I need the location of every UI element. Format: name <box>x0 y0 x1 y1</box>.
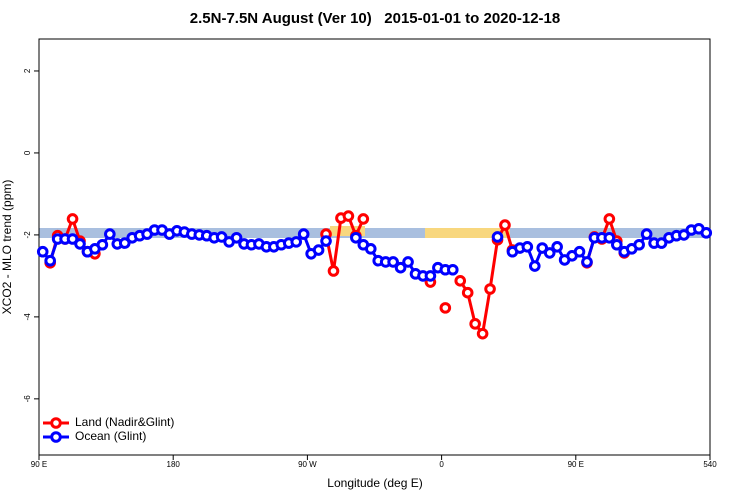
legend-label: Land (Nadir&Glint) <box>75 415 174 429</box>
y-axis-label: XCO2 - MLO trend (ppm) <box>0 180 14 315</box>
y-tick-label: 2 <box>23 68 32 73</box>
data-point <box>678 229 690 241</box>
y-tick-label: -2 <box>23 231 32 239</box>
y-tick-label: 0 <box>23 150 32 155</box>
data-point <box>387 256 399 268</box>
background-band <box>39 226 710 238</box>
band-patch <box>425 228 510 238</box>
data-point <box>476 327 489 340</box>
data-point <box>342 210 355 222</box>
data-point <box>611 238 623 251</box>
data-point <box>320 235 332 247</box>
data-point <box>290 236 303 248</box>
y-tick-label: -6 <box>23 395 32 403</box>
data-point <box>104 228 116 240</box>
data-point <box>66 213 79 225</box>
data-point <box>446 263 459 276</box>
band-patch <box>330 226 365 236</box>
data-point <box>543 247 556 259</box>
data-point <box>350 231 362 244</box>
data-point <box>700 227 713 239</box>
data-point <box>36 245 49 258</box>
x-tick-label: 180 <box>167 460 181 469</box>
data-point <box>499 219 511 231</box>
chart-title: 2.5N-7.5N August (Ver 10) 2015-01-01 to … <box>190 10 560 27</box>
data-point <box>297 228 310 240</box>
band <box>39 228 710 238</box>
x-tick-label: 90 E <box>31 460 47 469</box>
x-tick-label: 0 <box>439 460 444 469</box>
data-point <box>573 245 586 258</box>
data-point <box>439 302 452 314</box>
data-point <box>74 238 86 250</box>
data-point <box>469 318 481 330</box>
data-point <box>364 243 377 255</box>
data-point <box>551 240 563 253</box>
legend-marker <box>50 417 62 429</box>
data-point <box>357 213 370 225</box>
data-point <box>484 283 496 295</box>
data-point <box>603 213 616 225</box>
data-point <box>491 231 504 243</box>
data-point <box>44 254 56 267</box>
data-point <box>536 242 549 254</box>
legend-label: Ocean (Glint) <box>75 429 146 443</box>
data-point <box>655 237 668 249</box>
data-point <box>118 237 131 249</box>
data-point <box>528 260 541 272</box>
series <box>36 222 713 282</box>
x-tick-label: 540 <box>703 460 717 469</box>
data-point <box>424 270 437 282</box>
x-tick-label: 90 E <box>568 460 584 469</box>
data-point <box>581 256 593 268</box>
x-axis-label: Longitude (deg E) <box>327 476 422 490</box>
data-point <box>461 286 474 299</box>
data-point <box>230 231 243 244</box>
legend-marker <box>50 431 62 443</box>
y-tick-label: -4 <box>23 313 32 321</box>
data-point <box>633 238 645 251</box>
data-point <box>66 233 79 245</box>
data-point <box>327 265 340 277</box>
data-point <box>454 275 467 287</box>
data-point <box>312 244 325 256</box>
x-tick-label: 90 W <box>298 460 317 469</box>
legend: Land (Nadir&Glint)Ocean (Glint) <box>43 415 174 443</box>
data-point <box>521 240 534 253</box>
data-point <box>215 231 228 243</box>
data-point <box>603 231 616 244</box>
plot-frame <box>38 38 711 456</box>
data-point <box>96 238 109 251</box>
data-point <box>394 261 407 274</box>
data-point <box>402 256 414 268</box>
data-point <box>640 228 653 240</box>
